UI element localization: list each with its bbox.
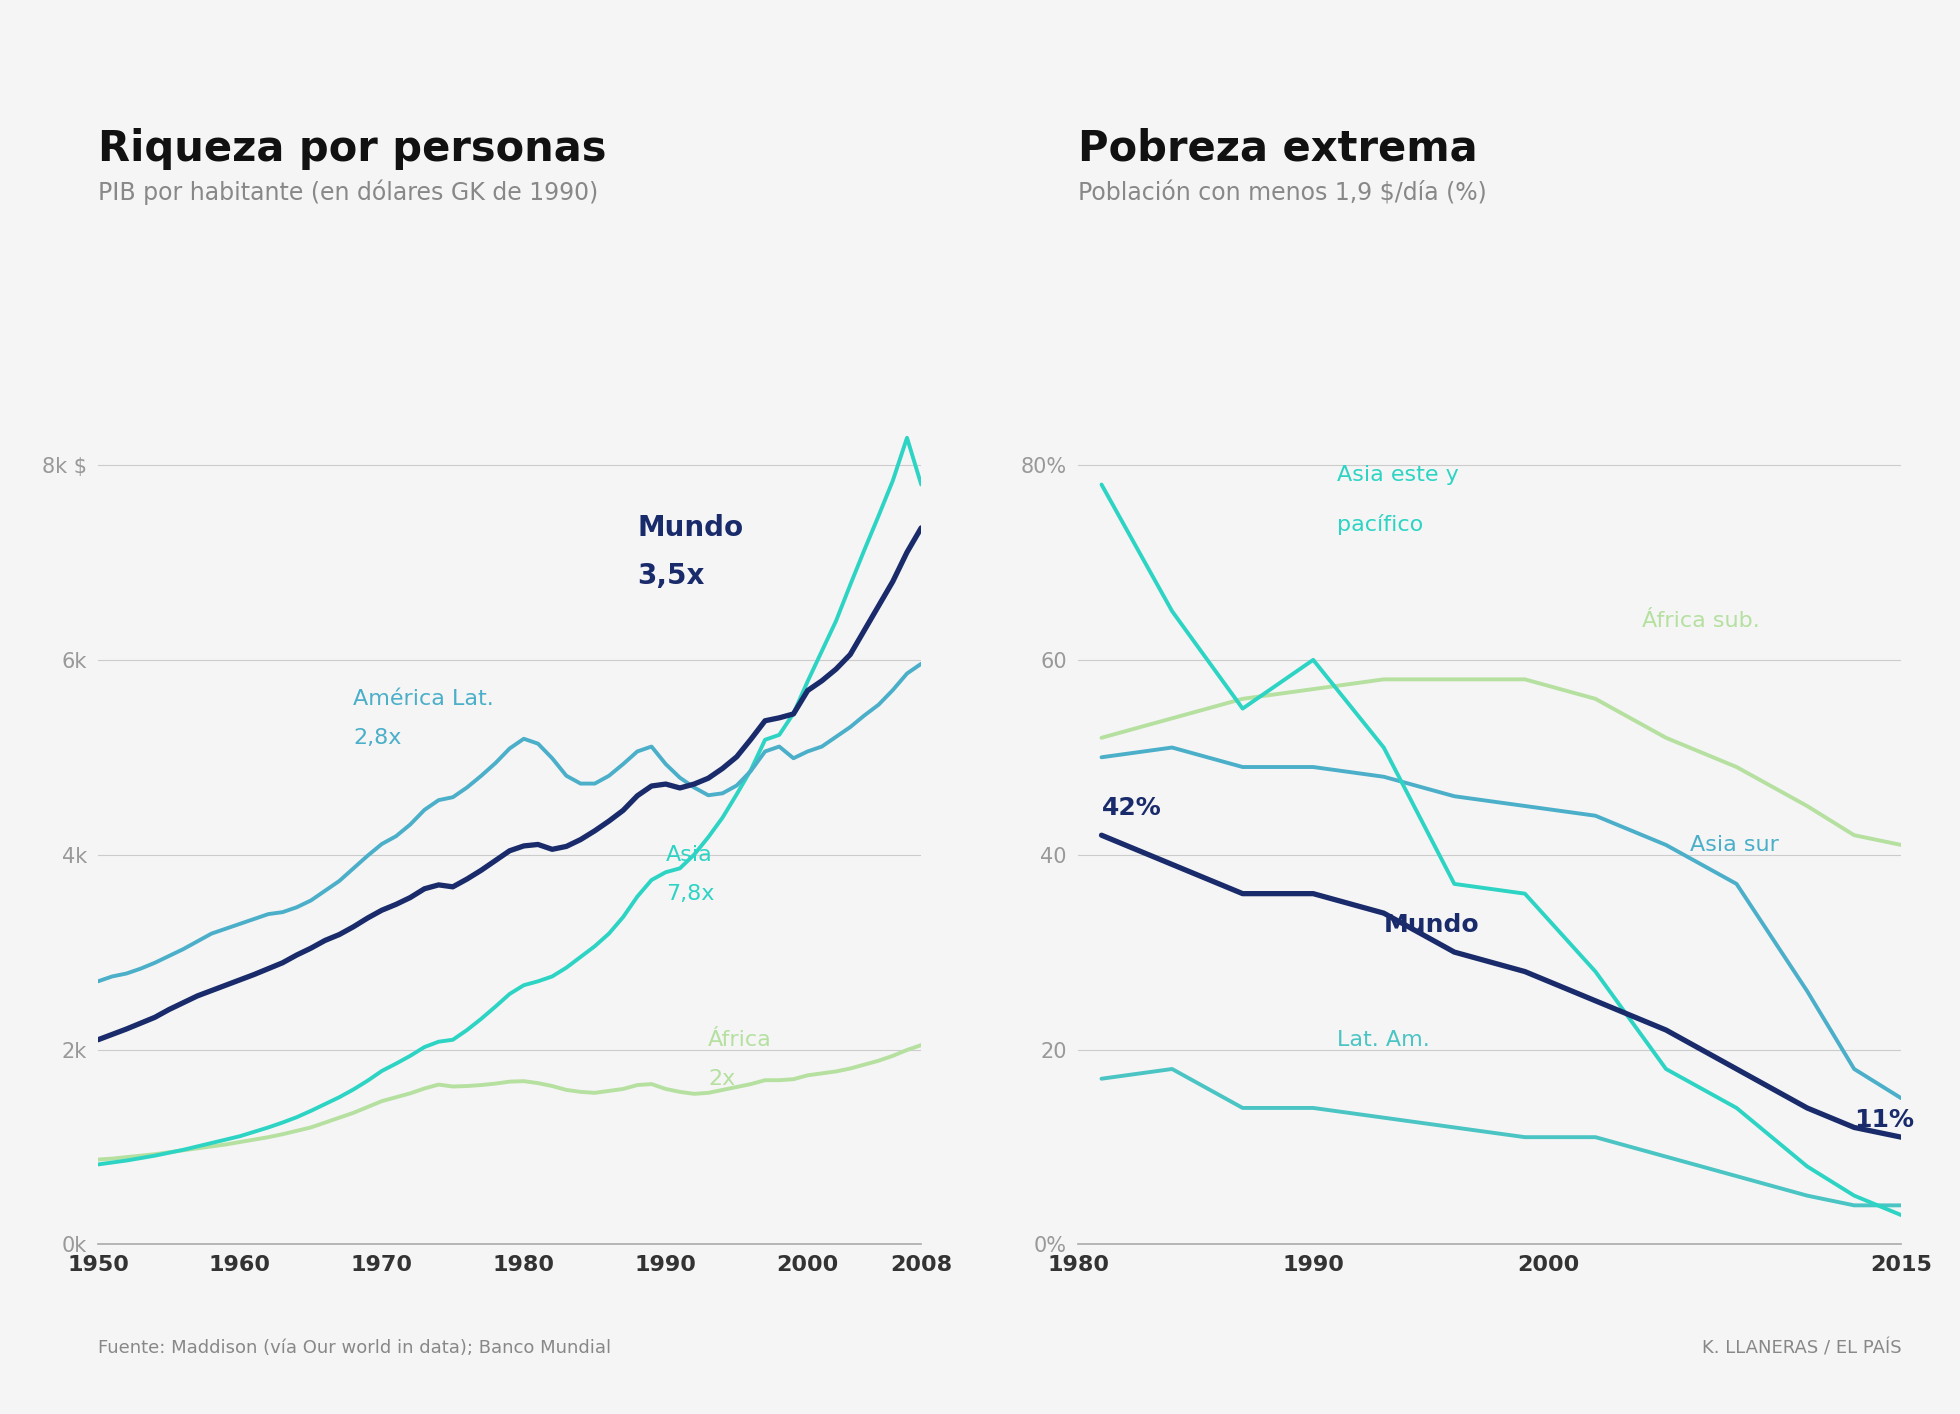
Text: Riqueza por personas: Riqueza por personas [98, 127, 606, 170]
Text: 2x: 2x [708, 1069, 735, 1089]
Text: Mundo: Mundo [1384, 913, 1480, 937]
Text: 2,8x: 2,8x [353, 728, 402, 748]
Text: Lat. Am.: Lat. Am. [1337, 1029, 1429, 1051]
Text: 7,8x: 7,8x [666, 884, 713, 904]
Text: África sub.: África sub. [1642, 611, 1760, 631]
Text: 11%: 11% [1854, 1109, 1915, 1133]
Text: África: África [708, 1029, 772, 1051]
Text: Asia sur: Asia sur [1690, 836, 1778, 855]
Text: Fuente: Maddison (vía Our world in data); Banco Mundial: Fuente: Maddison (vía Our world in data)… [98, 1339, 612, 1357]
Text: Población con menos 1,9 $/día (%): Población con menos 1,9 $/día (%) [1078, 181, 1488, 205]
Text: 42%: 42% [1102, 796, 1160, 820]
Text: Mundo: Mundo [637, 513, 743, 542]
Text: PIB por habitante (en dólares GK de 1990): PIB por habitante (en dólares GK de 1990… [98, 180, 598, 205]
Text: pacífico: pacífico [1337, 513, 1423, 534]
Text: América Lat.: América Lat. [353, 689, 494, 708]
Text: Asia este y: Asia este y [1337, 465, 1458, 485]
Text: 3,5x: 3,5x [637, 563, 706, 591]
Text: Pobreza extrema: Pobreza extrema [1078, 127, 1478, 170]
Text: Asia: Asia [666, 846, 713, 865]
Text: K. LLANERAS / EL PAÍS: K. LLANERAS / EL PAÍS [1701, 1339, 1901, 1357]
